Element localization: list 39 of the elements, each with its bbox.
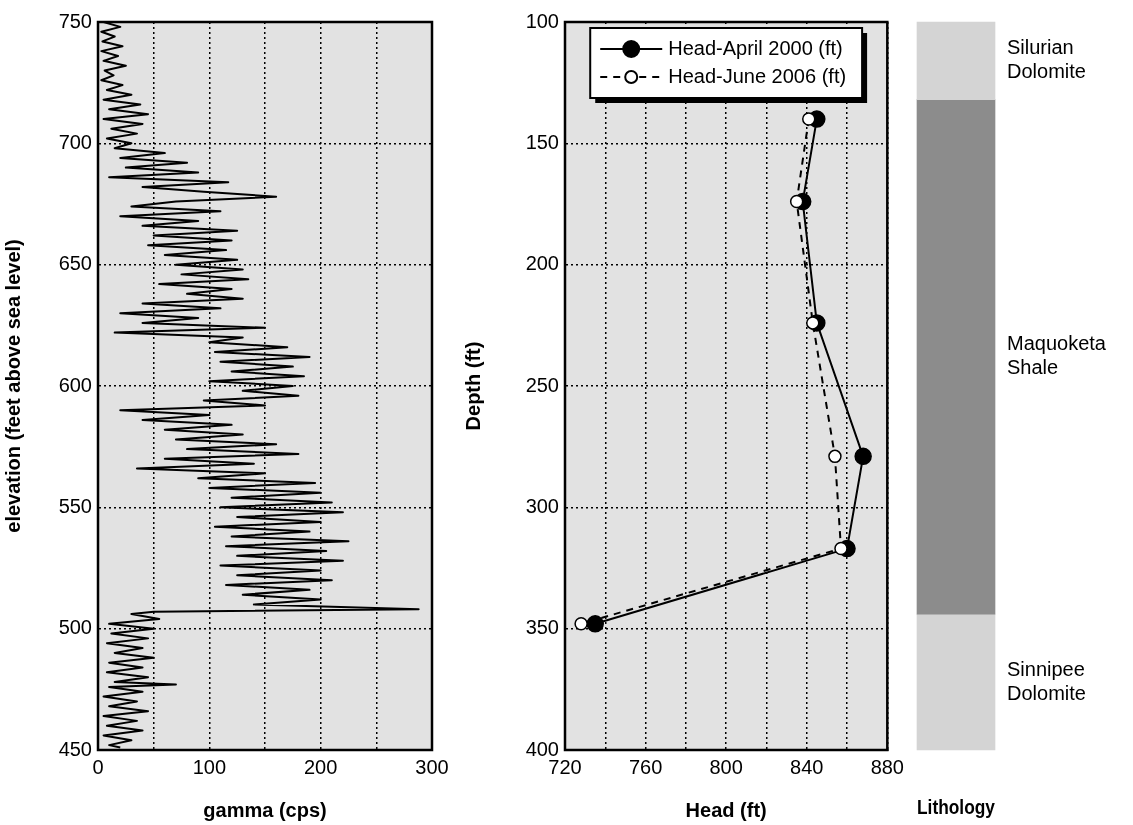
y-tick-label: 500: [58, 616, 92, 639]
x-tick-label: 840: [790, 755, 824, 778]
y-tick-label: 600: [58, 373, 92, 396]
y-tick-label: 450: [58, 737, 92, 760]
y-axis-title: Depth (ft): [461, 341, 484, 431]
y-axis-title: elevation (feet above sea level): [1, 239, 24, 533]
x-tick-label: 300: [415, 755, 449, 778]
x-tick-label: 0: [92, 755, 104, 778]
point: [834, 541, 848, 556]
series-label: Sinnipee Dolomite: [1007, 657, 1086, 704]
point: [806, 316, 820, 330]
legend-label: Head-June 2006 (ft): [668, 64, 847, 87]
point: [789, 194, 804, 209]
point: [854, 447, 872, 466]
y-tick-label: 300: [525, 494, 559, 517]
x-tick-label: 100: [192, 755, 227, 778]
x-axis-title: Lithology: [917, 795, 996, 819]
y-tick-label: 650: [58, 252, 92, 275]
series-label: Silurian Dolomite: [1007, 36, 1086, 83]
x-tick-label: 760: [628, 755, 663, 778]
y-tick-label: 700: [58, 130, 92, 153]
point: [802, 112, 816, 126]
x-tick-label: 880: [870, 755, 904, 778]
y-tick-label: 350: [525, 616, 559, 639]
y-tick-label: 750: [58, 9, 92, 32]
y-tick-label: 550: [58, 494, 92, 517]
y-tick-label: 100: [525, 9, 559, 32]
point: [828, 449, 842, 464]
point: [586, 615, 604, 633]
x-tick-label: 800: [709, 755, 743, 778]
y-tick-label: 200: [525, 252, 559, 275]
y-tick-label: 150: [525, 130, 559, 153]
x-tick-label: 200: [303, 755, 338, 778]
series-label: Maquoketa Shale: [1007, 332, 1107, 379]
y-tick-label: 250: [525, 373, 559, 396]
legend-label: Head-April 2000 (ft): [668, 36, 843, 59]
x-axis-title: gamma (cps): [203, 798, 327, 821]
x-axis-title: Head (ft): [685, 798, 767, 821]
point: [574, 617, 588, 631]
